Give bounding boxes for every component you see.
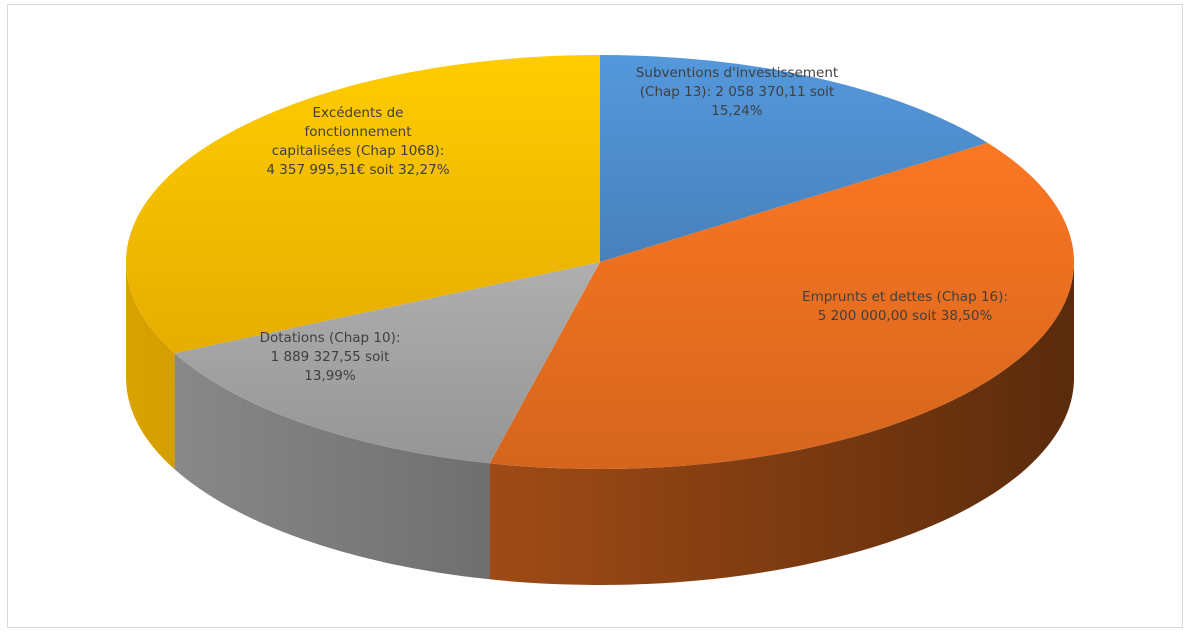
pie-tops [126,55,1075,469]
data-label-line: 1 889 327,55 soit [271,349,390,365]
data-label-line: 4 357 995,51€ soit 32,27% [266,162,449,178]
pie-side-dotations-chap-10 [174,353,490,580]
data-label-line: 5 200 000,00 soit 38,50% [818,308,993,324]
data-label-line: Emprunts et dettes (Chap 16): [802,289,1008,305]
data-label-line: (Chap 13): 2 058 370,11 soit [640,84,834,100]
pie-slice-excedents-de-fonctionnement-capitalisees-chap-1068 [126,55,600,354]
data-label-emprunts-et-dettes-chap-16: Emprunts et dettes (Chap 16): 5 200 000,0… [802,289,1008,324]
pie-side-excedents-de-fonctionnement-capitalisees-chap-1068 [126,262,175,470]
data-label-line: fonctionnement [304,124,411,140]
pie-slice-subventions-d-investissement-chap-13 [600,55,988,262]
data-label-line: 13,99% [304,368,356,384]
data-label-line: Dotations (Chap 10): [260,330,401,346]
data-label-subventions-d-investissement-chap-13: Subventions d'investissement (Chap 13): 2… [636,65,838,119]
pie-labels: Subventions d'investissement (Chap 13): 2… [260,65,1008,384]
data-label-line: Excédents de [313,105,404,121]
data-label-line: 15,24% [711,103,763,119]
data-label-excedents-de-fonctionnement-capitalisees-chap-1068: Excédents de fonctionnement capitalisées (… [266,105,449,178]
data-label-line: Subventions d'investissement [636,65,838,81]
pie-side-emprunts-et-dettes-chap-16 [489,262,1074,585]
data-label-line: capitalisées (Chap 1068): [272,143,445,159]
pie-slice-emprunts-et-dettes-chap-16 [489,142,1075,469]
pie-slice-dotations-chap-10 [174,262,600,464]
data-label-dotations-chap-10: Dotations (Chap 10): 1 889 327,55 soit 13,… [260,330,401,384]
pie-sides [126,262,1074,585]
